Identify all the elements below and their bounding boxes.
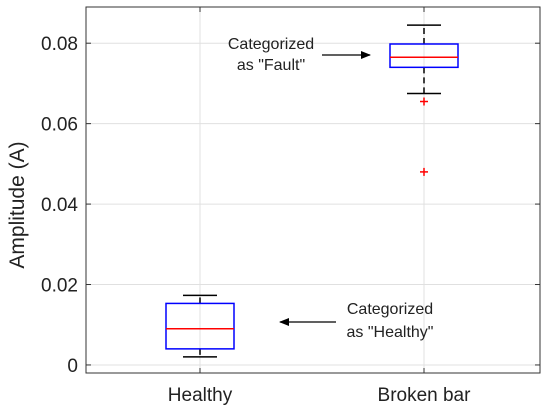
box-iqr bbox=[165, 302, 235, 350]
outlier-marker bbox=[420, 97, 428, 106]
box-broken-bar bbox=[389, 24, 459, 176]
annotation-line-1: Categorized bbox=[347, 301, 433, 318]
y-tick-label: 0 bbox=[67, 356, 78, 377]
annotation-line-2: as "Healthy" bbox=[347, 324, 434, 341]
annotations: Categorized as "Fault" Categorized as "Heal… bbox=[228, 36, 434, 341]
outlier-marker bbox=[420, 167, 428, 176]
x-tick-label: Healthy bbox=[168, 385, 233, 406]
axes-box bbox=[85, 6, 541, 374]
box-healthy bbox=[165, 294, 235, 358]
y-tick-label: 0.06 bbox=[41, 115, 78, 136]
x-tick-label: Broken bar bbox=[378, 385, 472, 406]
annotation-line-2: as "Fault" bbox=[237, 57, 305, 74]
annotation-healthy: Categorized as "Healthy" bbox=[279, 301, 434, 341]
axes-frame bbox=[85, 6, 541, 374]
y-tick-label: 0.04 bbox=[41, 195, 78, 216]
annotation-fault: Categorized as "Fault" bbox=[228, 36, 371, 74]
tick-labels: 0 0.02 0.04 0.06 0.08 Healthy Broken bar bbox=[41, 34, 471, 406]
y-tick-label: 0.02 bbox=[41, 276, 78, 297]
y-tick-label: 0.08 bbox=[41, 34, 78, 55]
annotation-line-1: Categorized bbox=[228, 36, 314, 53]
box-iqr bbox=[389, 43, 459, 69]
box-series bbox=[165, 24, 459, 358]
grid-lines bbox=[86, 7, 540, 373]
y-axis-label: Amplitude (A) bbox=[6, 141, 29, 268]
